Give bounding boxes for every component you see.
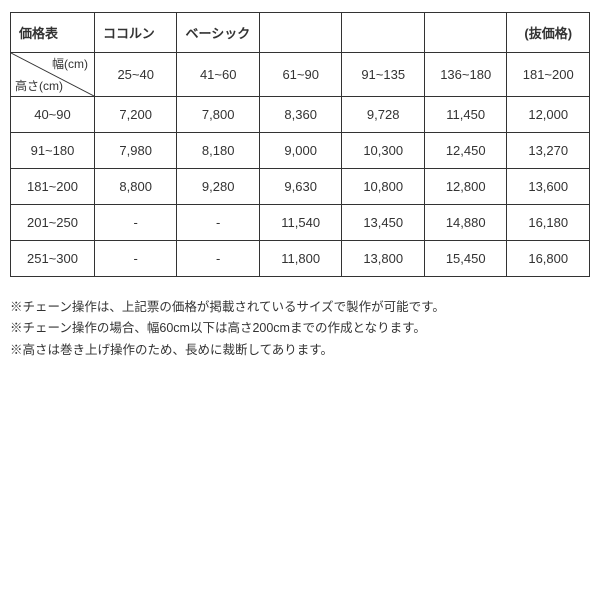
price-cell: 9,630 [259,169,342,205]
height-range: 40~90 [11,97,95,133]
note-line: ※チェーン操作の場合、幅60cm以下は高さ200cmまでの作成となります。 [10,318,590,339]
header-blank [259,13,342,53]
header-right: (抜価格) [507,13,590,53]
table-row: 91~1807,9808,1809,00010,30012,45013,270 [11,133,590,169]
table-row: 251~300--11,80013,80015,45016,800 [11,241,590,277]
price-cell: 11,450 [424,97,507,133]
price-cell: 10,300 [342,133,425,169]
price-cell: 13,600 [507,169,590,205]
height-range: 201~250 [11,205,95,241]
width-range: 136~180 [424,53,507,97]
price-cell: 8,180 [177,133,260,169]
width-axis-label: 幅(cm) [52,55,88,72]
note-line: ※チェーン操作は、上記票の価格が掲載されているサイズで製作が可能です。 [10,297,590,318]
table-row: 40~907,2007,8008,3609,72811,45012,000 [11,97,590,133]
price-cell: 13,270 [507,133,590,169]
header-blank [342,13,425,53]
table-row: 181~2008,8009,2809,63010,80012,80013,600 [11,169,590,205]
price-table: 価格表 ココルン ベーシック (抜価格) 幅(cm) 高さ(cm) 25~40 … [10,12,590,277]
price-cell: - [94,241,177,277]
price-cell: 9,280 [177,169,260,205]
price-cell: - [177,241,260,277]
price-cell: - [177,205,260,241]
width-range: 181~200 [507,53,590,97]
price-cell: 12,800 [424,169,507,205]
price-cell: 7,200 [94,97,177,133]
note-line: ※高さは巻き上げ操作のため、長めに裁断してあります。 [10,340,590,361]
diagonal-header: 幅(cm) 高さ(cm) [11,53,95,97]
price-cell: 12,450 [424,133,507,169]
price-cell: 16,180 [507,205,590,241]
header-row-2: 幅(cm) 高さ(cm) 25~40 41~60 61~90 91~135 13… [11,53,590,97]
table-title: 価格表 [11,13,95,53]
price-cell: 7,980 [94,133,177,169]
height-range: 91~180 [11,133,95,169]
price-cell: 11,540 [259,205,342,241]
price-cell: - [94,205,177,241]
height-range: 251~300 [11,241,95,277]
price-cell: 13,800 [342,241,425,277]
price-cell: 13,450 [342,205,425,241]
height-range: 181~200 [11,169,95,205]
width-range: 91~135 [342,53,425,97]
price-cell: 12,000 [507,97,590,133]
width-range: 41~60 [177,53,260,97]
notes-section: ※チェーン操作は、上記票の価格が掲載されているサイズで製作が可能です。※チェーン… [10,297,590,361]
table-subtitle-2: ベーシック [177,13,260,53]
price-cell: 8,360 [259,97,342,133]
table-subtitle-1: ココルン [94,13,177,53]
header-blank [424,13,507,53]
price-cell: 14,880 [424,205,507,241]
price-cell: 7,800 [177,97,260,133]
table-row: 201~250--11,54013,45014,88016,180 [11,205,590,241]
price-cell: 16,800 [507,241,590,277]
price-cell: 11,800 [259,241,342,277]
width-range: 61~90 [259,53,342,97]
width-range: 25~40 [94,53,177,97]
height-axis-label: 高さ(cm) [15,77,63,94]
price-cell: 15,450 [424,241,507,277]
price-cell: 10,800 [342,169,425,205]
header-row-1: 価格表 ココルン ベーシック (抜価格) [11,13,590,53]
price-cell: 8,800 [94,169,177,205]
price-cell: 9,728 [342,97,425,133]
price-cell: 9,000 [259,133,342,169]
